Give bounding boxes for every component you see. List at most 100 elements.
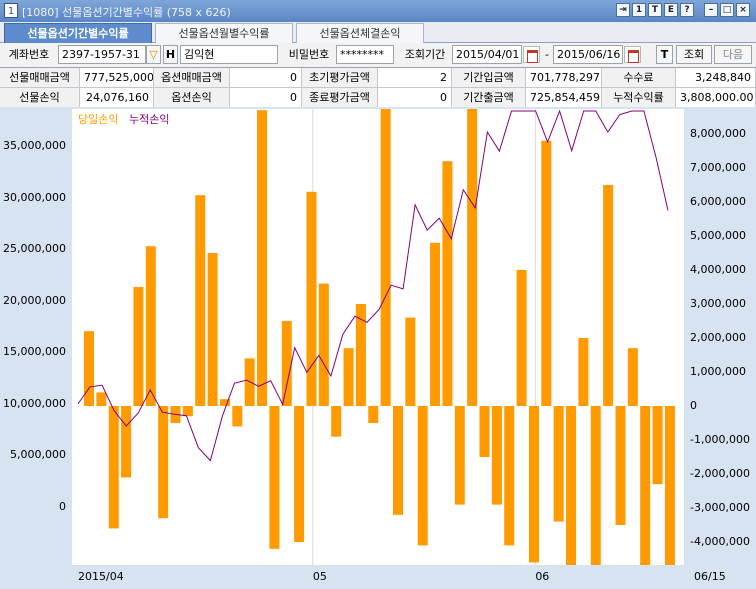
daily-pnl-bar [417, 406, 428, 546]
start-date-input[interactable]: 2015/04/01 [452, 45, 522, 64]
daily-pnl-bar [343, 348, 354, 406]
x-axis-label: 06 [535, 570, 550, 583]
summary-value: 2 [378, 68, 452, 88]
calendar-icon[interactable] [523, 46, 540, 63]
summary-value: 3,808,000.00 [676, 88, 756, 108]
summary-value: 777,525,000 [80, 68, 154, 88]
account-label: 계좌번호 [8, 48, 50, 61]
x-axis: 2015/04 05 06 06/15 [0, 568, 756, 589]
daily-pnl-bar [405, 317, 416, 406]
query-button[interactable]: 조회 [676, 45, 712, 64]
summary-value: 701,778,297 [526, 68, 602, 88]
daily-pnl-bar [640, 406, 651, 583]
daily-pnl-bar [96, 392, 107, 406]
minimize-button[interactable]: – [704, 3, 718, 17]
daily-pnl-bar [491, 406, 502, 505]
right-axis-tick: 2,000,000 [690, 331, 746, 344]
text-mode-button[interactable]: T [656, 45, 673, 64]
right-axis-tick: -1,000,000 [690, 433, 750, 446]
daily-pnl-bar [504, 406, 515, 546]
summary-label: 선물매매금액 [0, 68, 80, 88]
summary-label: 옵션손익 [154, 88, 230, 108]
summary-label: 기간출금액 [452, 88, 526, 108]
daily-pnl-bar [380, 52, 391, 407]
tab-period-return[interactable]: 선물옵션기간별수익률 [4, 23, 152, 43]
summary-label: 기간입금액 [452, 68, 526, 88]
summary-label: 초기평가금액 [302, 68, 378, 88]
summary-value: 24,076,160 [80, 88, 154, 108]
account-name-field: 김익현 [180, 45, 278, 64]
daily-pnl-bar [516, 270, 527, 406]
daily-pnl-bar [257, 110, 268, 406]
daily-pnl-bar [207, 253, 218, 406]
daily-pnl-bar [566, 406, 577, 587]
daily-pnl-bar [281, 321, 292, 406]
daily-pnl-bar [467, 93, 478, 406]
plot-area[interactable]: 당일손익 누적손익 [72, 52, 684, 589]
daily-pnl-bar [664, 406, 675, 589]
right-axis-tick: -2,000,000 [690, 467, 750, 480]
window-controls: ⇥ 1 T E ? – □ × [616, 3, 750, 17]
summary-table: 선물매매금액 777,525,000 옵션매매금액 0 초기평가금액 2 기간입… [0, 67, 756, 108]
left-axis-tick: 0 [59, 500, 66, 513]
daily-pnl-bar [393, 406, 403, 515]
summary-value: 0 [230, 68, 302, 88]
summary-value: 3,248,840 [676, 68, 756, 88]
next-button[interactable]: 다음 [714, 45, 752, 64]
excel-button[interactable]: E [664, 3, 678, 17]
legend-cumulative: 누적손익 [128, 113, 170, 126]
left-axis-tick: 35,000,000 [3, 139, 66, 152]
right-axis-tick: -4,000,000 [690, 535, 750, 548]
daily-pnl-bar [158, 406, 169, 519]
close-button[interactable]: × [736, 3, 750, 17]
summary-label: 선물손익 [0, 88, 80, 108]
right-axis-tick: 4,000,000 [690, 263, 746, 276]
chart-svg [77, 52, 675, 589]
legend: 당일손익 누적손익 [78, 111, 169, 127]
right-axis-tick: 3,000,000 [690, 297, 746, 310]
screen-1-button[interactable]: 1 [632, 3, 646, 17]
window-title: [1080] 선물옵션기간별수익률 (758 x 626) [22, 6, 231, 19]
daily-pnl-bar [553, 406, 564, 522]
daily-pnl-bar [627, 348, 638, 406]
end-date-input[interactable]: 2015/06/16 [553, 45, 623, 64]
daily-pnl-bar [195, 195, 206, 406]
account-input[interactable]: 2397-1957-31 [58, 45, 146, 64]
date-separator: - [545, 48, 549, 61]
daily-pnl-bar [232, 406, 243, 427]
password-input[interactable]: ******** [336, 45, 394, 64]
pnl-chart[interactable]: 35,000,000 30,000,000 25,000,000 20,000,000… [0, 52, 756, 589]
account-dropdown-icon[interactable]: ▽ [146, 45, 161, 64]
daily-pnl-bar [528, 406, 539, 563]
daily-pnl-bar [108, 406, 119, 529]
daily-pnl-bar [121, 406, 132, 478]
legend-daily: 당일손익 [78, 113, 119, 126]
right-axis-tick: 5,000,000 [690, 229, 746, 242]
tab-monthly-return[interactable]: 선물옵션월별수익률 [155, 23, 293, 43]
left-axis-tick: 5,000,000 [10, 448, 66, 462]
password-label: 비밀번호 [288, 48, 330, 61]
maximize-button[interactable]: □ [720, 3, 734, 17]
daily-pnl-bar [479, 406, 490, 457]
daily-pnl-bar [355, 304, 366, 406]
daily-pnl-bar [590, 406, 601, 589]
history-button[interactable]: H [163, 45, 178, 64]
daily-pnl-bar [430, 242, 441, 406]
tab-bar: 선물옵션기간별수익률 선물옵션월별수익률 선물옵션체결손익 [0, 22, 756, 43]
summary-label: 누적수익률 [602, 88, 676, 108]
daily-pnl-bar [318, 283, 329, 406]
summary-label: 수수료 [602, 68, 676, 88]
help-button[interactable]: ? [680, 3, 694, 17]
tab-execution-pnl[interactable]: 선물옵션체결손익 [296, 23, 424, 43]
daily-pnl-bar [652, 406, 663, 485]
text-button[interactable]: T [648, 3, 662, 17]
calendar-icon[interactable] [624, 46, 641, 63]
summary-value: 0 [378, 88, 452, 108]
daily-pnl-bar [145, 246, 156, 406]
x-axis-label: 06/15 [694, 570, 726, 583]
daily-pnl-bar [454, 406, 465, 505]
x-axis-label: 05 [312, 570, 327, 583]
daily-pnl-bar [368, 406, 379, 423]
link-icon[interactable]: ⇥ [616, 3, 630, 17]
daily-pnl-bar [541, 140, 552, 407]
